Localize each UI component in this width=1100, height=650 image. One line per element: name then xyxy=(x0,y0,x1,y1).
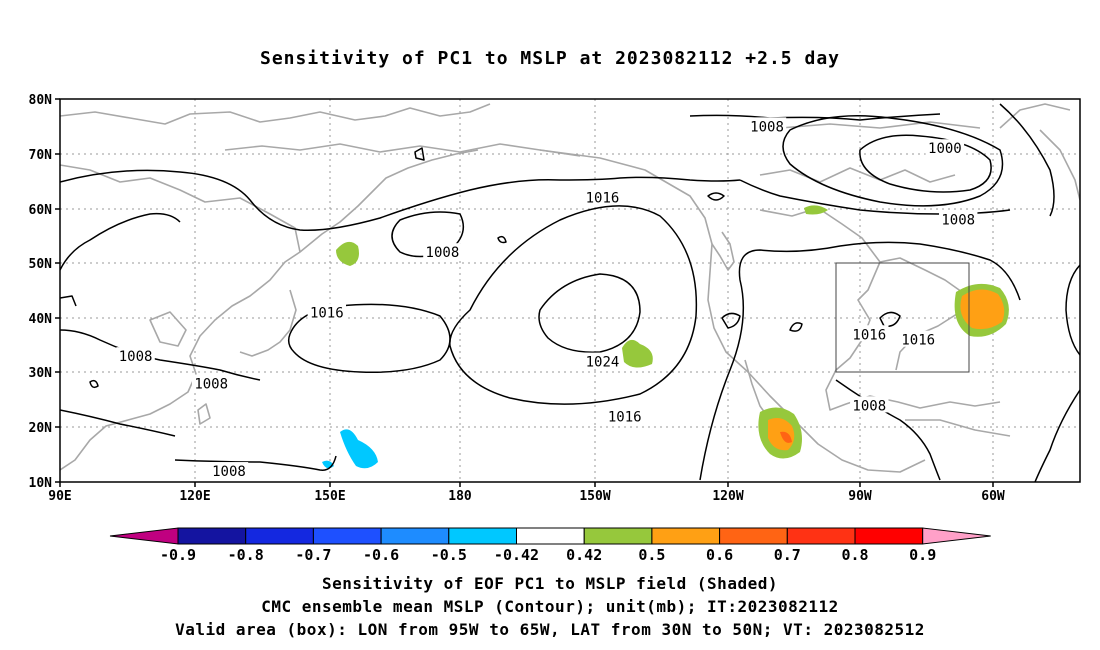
shade-red-mexico xyxy=(780,431,792,443)
contour-label-c1008-c: 1008 xyxy=(426,245,460,261)
footer-contour-caption: CMC ensemble mean MSLP (Contour); unit(m… xyxy=(261,597,839,616)
contour-label-background xyxy=(583,188,622,205)
colorbar-segment xyxy=(177,527,247,545)
colorbar-tick-label: -0.42 xyxy=(494,546,539,564)
contour-label-background xyxy=(116,347,155,364)
contour-label-c1008-d: 1008 xyxy=(119,349,153,365)
colorbar-tick-label: 0.7 xyxy=(774,546,801,564)
contour-label-background xyxy=(939,210,978,227)
colorbar-tick-label: -0.6 xyxy=(363,546,399,564)
contour-label-c1016-a: 1016 xyxy=(586,190,620,206)
colorbar-right-triangle xyxy=(922,527,991,545)
shade-cyan-hawaii xyxy=(340,429,378,469)
colorbar-tick-label: -0.7 xyxy=(295,546,331,564)
footer-shading-caption: Sensitivity of EOF PC1 to MSLP field (Sh… xyxy=(322,574,778,593)
contour-label-c1016-d: 1016 xyxy=(852,327,886,343)
contour-label-background xyxy=(850,396,889,413)
lon-tick-label: 90E xyxy=(48,489,71,504)
map-background xyxy=(60,99,1080,482)
contour-label-background xyxy=(605,407,644,424)
contour-label-background xyxy=(423,243,462,260)
contour-label-c1000: 1000 xyxy=(928,141,962,157)
contour-label-background xyxy=(747,117,787,134)
lon-tick-label: 180 xyxy=(448,489,472,504)
lon-tick-label: 60W xyxy=(981,489,1005,504)
lat-tick-label: 30N xyxy=(29,366,53,381)
sensitivity-shading xyxy=(322,205,1009,469)
colorbar-segment xyxy=(516,527,585,545)
lon-tick-label: 150W xyxy=(579,489,610,504)
lat-tick-labels: 80N 70N 60N 50N 40N 30N 20N 10N xyxy=(29,93,53,491)
contour-label-background xyxy=(850,325,889,342)
contour-label-c1008-g: 1008 xyxy=(212,464,246,480)
shade-orange-atlantic xyxy=(960,289,1005,330)
lat-tick-label: 50N xyxy=(29,257,53,272)
colorbar-left-triangle xyxy=(109,527,179,545)
lat-tick-label: 70N xyxy=(29,148,53,163)
lat-tick-label: 20N xyxy=(29,421,53,436)
lon-tick-label: 120W xyxy=(712,489,743,504)
lon-tick-labels: 90E 120E 150E 180 150W 120W 90W 60W xyxy=(48,489,1005,504)
colorbar-tick-label: 0.8 xyxy=(841,546,868,564)
contour-label-c1024: 1024 xyxy=(586,355,620,371)
shade-green-140w xyxy=(622,339,653,368)
colorbar-segment xyxy=(448,527,517,545)
colorbar-segment xyxy=(719,527,788,545)
colorbar-segment xyxy=(245,527,314,545)
valid-area-box xyxy=(835,262,970,373)
contour-label-c1008-f: 1008 xyxy=(852,398,886,414)
lat-tick-label: 80N xyxy=(29,93,53,108)
contour-label-c1016-b: 1016 xyxy=(310,305,344,321)
lon-tick-label: 150E xyxy=(314,489,345,504)
contour-label-c1016-e: 1016 xyxy=(901,333,935,349)
colorbar-tick-label: 0.9 xyxy=(909,546,936,564)
contour-label-background xyxy=(209,462,249,479)
contour-label-background xyxy=(925,139,965,156)
mslp-contours xyxy=(60,103,1080,482)
lat-tick-label: 60N xyxy=(29,203,53,218)
contour-label-background xyxy=(899,330,938,347)
colorbar-segment xyxy=(651,527,721,545)
chart-title: Sensitivity of PC1 to MSLP at 2023082112… xyxy=(259,48,840,69)
colorbar-tick-label: 0.6 xyxy=(706,546,733,564)
shade-green-70n xyxy=(804,205,828,215)
colorbar-tick-label: -0.8 xyxy=(228,546,264,564)
lat-tick-label: 40N xyxy=(29,312,53,327)
axis-ticks xyxy=(55,98,994,487)
contour-labels: 1008 1000 1008 1016 1008 1016 1024 1016 1008 1008… xyxy=(116,117,978,480)
colorbar-tick-label: 0.5 xyxy=(638,546,665,564)
contour-label-c1008-a: 1008 xyxy=(750,119,784,135)
colorbar-tick-label: 0.42 xyxy=(566,546,602,564)
colorbar-segment xyxy=(380,527,450,545)
lon-tick-label: 90W xyxy=(848,489,872,504)
colorbar: -0.9 -0.8 -0.7 -0.6 -0.5 -0.42 0.42 0.5 0.6 0.7 0.… xyxy=(109,527,991,564)
contour-label-background xyxy=(191,374,231,391)
colorbar-tick-label: -0.5 xyxy=(431,546,467,564)
lon-tick-label: 120E xyxy=(179,489,210,504)
shade-green-150e xyxy=(336,241,359,266)
colorbar-segment xyxy=(786,527,856,545)
contour-label-background xyxy=(307,303,346,320)
map-frame xyxy=(59,98,1081,483)
colorbar-segment xyxy=(312,527,382,545)
contour-label-c1016-c: 1016 xyxy=(608,409,642,425)
colorbar-segment xyxy=(854,527,924,545)
colorbar-segment xyxy=(583,527,653,545)
lat-tick-label: 10N xyxy=(29,476,53,491)
contour-label-c1008-b: 1008 xyxy=(941,212,975,228)
footer-valid-area-caption: Valid area (box): LON from 95W to 65W, L… xyxy=(175,620,925,639)
contour-label-background xyxy=(583,352,622,369)
colorbar-tick-label: -0.9 xyxy=(160,546,196,564)
contour-label-c1008-e: 1008 xyxy=(194,377,228,393)
